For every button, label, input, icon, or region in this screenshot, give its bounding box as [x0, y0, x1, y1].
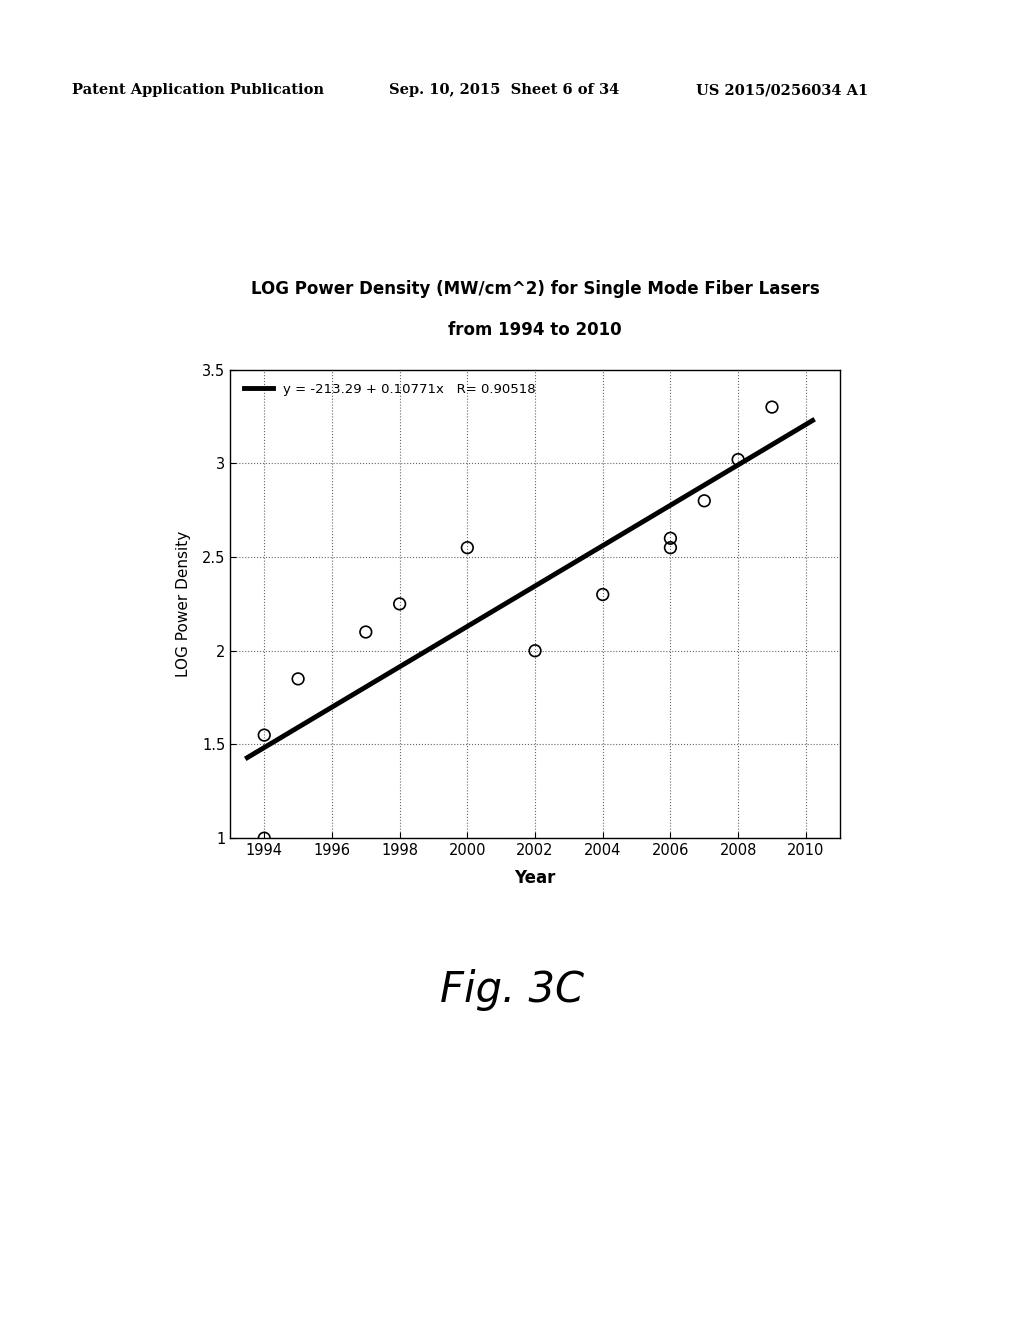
Point [459, 537, 475, 558]
Text: LOG Power Density (MW/cm^2) for Single Mode Fiber Lasers: LOG Power Density (MW/cm^2) for Single M… [251, 280, 819, 298]
Text: from 1994 to 2010: from 1994 to 2010 [449, 321, 622, 339]
Text: Patent Application Publication: Patent Application Publication [72, 83, 324, 96]
Text: Fig. 3C: Fig. 3C [440, 969, 584, 1011]
Point [663, 537, 679, 558]
Legend: y = -213.29 + 0.10771x   R= 0.90518: y = -213.29 + 0.10771x R= 0.90518 [237, 376, 543, 403]
Point [256, 828, 272, 849]
Point [663, 528, 679, 549]
Text: Sep. 10, 2015  Sheet 6 of 34: Sep. 10, 2015 Sheet 6 of 34 [389, 83, 620, 96]
Point [526, 640, 543, 661]
Point [357, 622, 374, 643]
Y-axis label: LOG Power Density: LOG Power Density [176, 531, 191, 677]
Point [730, 449, 746, 470]
Point [696, 490, 713, 511]
Point [595, 583, 611, 605]
Point [256, 725, 272, 746]
X-axis label: Year: Year [514, 869, 556, 887]
Text: US 2015/0256034 A1: US 2015/0256034 A1 [696, 83, 868, 96]
Point [764, 396, 780, 417]
Point [391, 594, 408, 615]
Point [290, 668, 306, 689]
